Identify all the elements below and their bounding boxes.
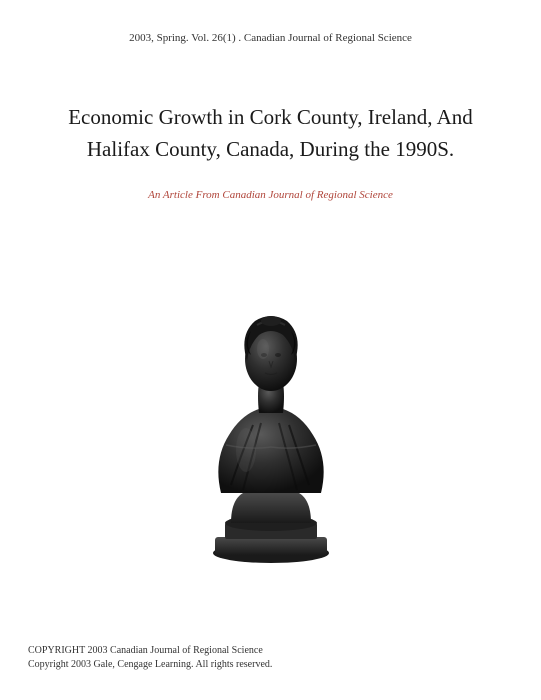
article-subtitle: An Article From Canadian Journal of Regi… (0, 189, 541, 201)
header-meta: 2003, Spring. Vol. 26(1) . Canadian Jour… (0, 0, 541, 44)
bust-illustration (171, 305, 371, 565)
copyright-line-2: Copyright 2003 Gale, Cengage Learning. A… (28, 658, 272, 672)
article-title: Economic Growth in Cork County, Ireland,… (0, 102, 541, 165)
copyright-line-1: COPYRIGHT 2003 Canadian Journal of Regio… (28, 644, 272, 658)
copyright-block: COPYRIGHT 2003 Canadian Journal of Regio… (28, 644, 272, 672)
